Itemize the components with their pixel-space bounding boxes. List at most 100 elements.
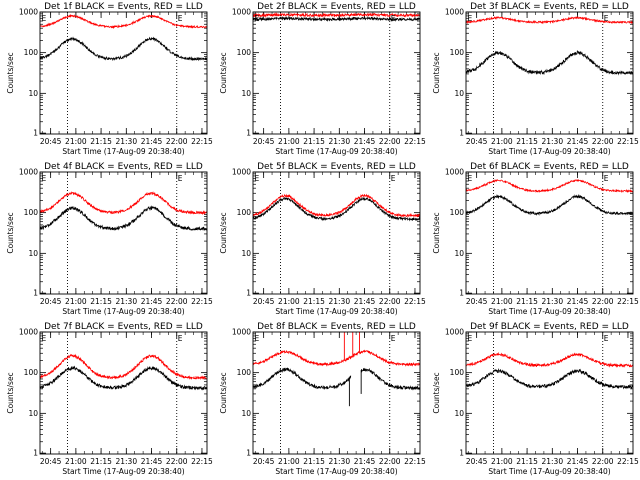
plot-frame <box>465 171 634 295</box>
series-line <box>39 205 208 232</box>
y-tick-label: 1000 <box>19 168 38 177</box>
y-tick-label: 10 <box>28 89 38 98</box>
x-tick-label: 21:45 <box>141 297 163 306</box>
y-tick-label: 10 <box>28 249 38 258</box>
y-tick-label: 1000 <box>445 328 464 337</box>
panel-6: Det 6f BLACK = Events, RED = LLD Counts/s… <box>432 162 639 316</box>
plot-frame <box>465 331 634 455</box>
e-marker-label: E <box>255 14 260 23</box>
x-tick-label: 21:15 <box>303 297 325 306</box>
y-axis-label: Counts/sec <box>6 212 15 253</box>
x-tick-label: 21:15 <box>516 137 538 146</box>
e-marker-label: E <box>255 334 260 343</box>
x-tick-label: 20:45 <box>466 457 488 466</box>
x-tick-label: 20:45 <box>253 457 275 466</box>
y-tick-label: 1 <box>459 129 464 138</box>
x-tick-label: 21:45 <box>567 457 589 466</box>
e-marker-label: E <box>391 174 396 183</box>
series-line <box>252 15 421 22</box>
plot-frame <box>252 331 421 455</box>
series-line <box>39 353 207 381</box>
x-tick-label: 22:00 <box>166 137 188 146</box>
series-line <box>252 367 421 391</box>
x-axis-label: Start Time (17-Aug-09 20:38:40) <box>62 467 184 476</box>
x-tick-label: 21:15 <box>303 137 325 146</box>
x-tick-label: 21:00 <box>278 137 300 146</box>
series-line <box>465 49 634 76</box>
e-marker-label: E <box>42 14 47 23</box>
y-tick-label: 100 <box>24 48 39 57</box>
plot-frame <box>252 11 421 135</box>
panel-3: Det 3f BLACK = Events, RED = LLD Counts/s… <box>432 2 639 156</box>
y-axis-label: Counts/sec <box>6 52 15 93</box>
x-tick-label: 20:45 <box>40 457 62 466</box>
y-tick-label: 100 <box>237 48 252 57</box>
x-tick-label: 21:30 <box>115 297 137 306</box>
y-tick-label: 1 <box>246 129 251 138</box>
x-tick-label: 22:00 <box>592 457 614 466</box>
x-tick-label: 21:30 <box>328 457 350 466</box>
y-axis-label: Counts/sec <box>432 212 441 253</box>
y-tick-label: 100 <box>24 368 39 377</box>
y-axis-label: Counts/sec <box>432 372 441 413</box>
series-line <box>39 365 207 391</box>
series-line <box>39 191 207 216</box>
y-tick-label: 10 <box>241 89 251 98</box>
x-tick-label: 22:15 <box>191 297 213 306</box>
panel-title: Det 7f BLACK = Events, RED = LLD <box>44 322 203 332</box>
series-line <box>465 16 634 25</box>
e-marker-label: E <box>255 174 260 183</box>
y-axis-label: Counts/sec <box>219 52 228 93</box>
y-tick-label: 1 <box>33 449 38 458</box>
x-tick-label: 22:00 <box>166 457 188 466</box>
y-axis-label: Counts/sec <box>6 372 15 413</box>
y-tick-label: 100 <box>24 208 39 217</box>
x-axis-label: Start Time (17-Aug-09 20:38:40) <box>62 147 184 156</box>
x-tick-label: 21:15 <box>516 457 538 466</box>
series-line <box>39 36 208 62</box>
x-tick-label: 21:45 <box>354 137 376 146</box>
x-tick-label: 21:00 <box>491 137 513 146</box>
series-line <box>252 349 421 367</box>
panel-2: Det 2f BLACK = Events, RED = LLD Counts/s… <box>219 2 426 156</box>
y-tick-label: 10 <box>454 249 464 258</box>
plot-frame <box>39 331 208 455</box>
panel-title: Det 8f BLACK = Events, RED = LLD <box>257 322 416 332</box>
e-marker-label: E <box>391 334 396 343</box>
y-tick-label: 100 <box>237 368 252 377</box>
x-tick-label: 22:15 <box>617 137 639 146</box>
y-tick-label: 1 <box>459 449 464 458</box>
e-marker-label: E <box>178 14 183 23</box>
e-marker-label: E <box>468 334 473 343</box>
plot-frame <box>252 171 421 295</box>
y-tick-label: 1 <box>33 289 38 298</box>
x-tick-label: 21:15 <box>90 457 112 466</box>
x-tick-label: 22:00 <box>379 137 401 146</box>
x-tick-label: 22:00 <box>379 297 401 306</box>
panel-4: Det 4f BLACK = Events, RED = LLD Counts/s… <box>6 162 213 316</box>
x-axis-label: Start Time (17-Aug-09 20:38:40) <box>488 307 610 316</box>
y-tick-label: 1000 <box>445 8 464 17</box>
y-tick-label: 1000 <box>232 8 251 17</box>
x-tick-label: 22:15 <box>191 457 213 466</box>
x-tick-label: 22:15 <box>404 137 426 146</box>
series-line <box>40 14 208 30</box>
x-tick-label: 21:30 <box>328 137 350 146</box>
x-tick-label: 21:30 <box>328 297 350 306</box>
y-tick-label: 1 <box>246 289 251 298</box>
e-marker-label: E <box>42 174 47 183</box>
e-marker-label: E <box>178 174 183 183</box>
panel-9: Det 9f BLACK = Events, RED = LLD Counts/s… <box>432 322 639 476</box>
x-tick-label: 21:15 <box>303 457 325 466</box>
y-axis-label: Counts/sec <box>219 212 228 253</box>
x-tick-label: 21:30 <box>115 457 137 466</box>
x-tick-label: 22:15 <box>617 457 639 466</box>
y-tick-label: 1000 <box>445 168 464 177</box>
x-tick-label: 20:45 <box>253 137 275 146</box>
y-tick-label: 10 <box>28 409 38 418</box>
e-marker-label: E <box>178 334 183 343</box>
y-axis-label: Counts/sec <box>219 372 228 413</box>
plot-frame <box>465 11 634 135</box>
x-axis-label: Start Time (17-Aug-09 20:38:40) <box>275 307 397 316</box>
x-tick-label: 20:45 <box>40 137 62 146</box>
